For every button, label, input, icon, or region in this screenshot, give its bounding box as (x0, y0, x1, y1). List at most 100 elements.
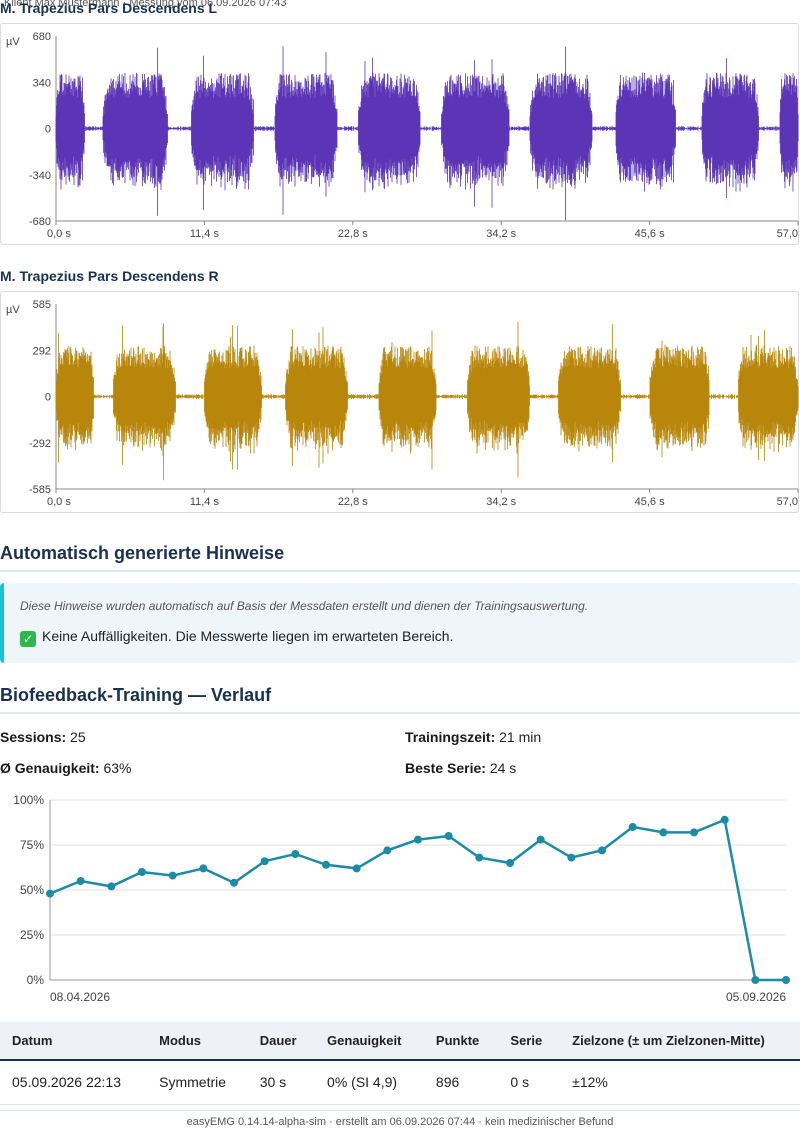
accuracy-line (49, 818, 786, 982)
stat-sessions: Sessions: 25 (0, 729, 86, 745)
col-header-mode: Modus (147, 1022, 248, 1061)
biofeedback-section-title: Biofeedback-Training — Verlauf (0, 685, 800, 714)
data-point (536, 835, 545, 844)
y-tick-label: 585 (33, 299, 51, 311)
x-end-label: 05.09.2026 (726, 990, 786, 1004)
y-unit-label: µV (6, 304, 20, 316)
y-tick-label: 292 (33, 345, 51, 357)
y-tick-label: 50% (20, 883, 44, 897)
emg-chart-title-left: M. Trapezius Pars Descendens L (0, 0, 218, 16)
hints-ok-text: Keine Auffälligkeiten. Die Messwerte lie… (42, 628, 454, 644)
table-row: 05.09.2026 22:13 Symmetrie 30 s 0% (SI 4… (0, 1060, 800, 1105)
data-point (782, 976, 790, 984)
x-start-label: 08.04.2026 (50, 990, 110, 1004)
y-unit-label: µV (6, 36, 20, 48)
emg-signal (55, 46, 799, 221)
data-point (751, 976, 760, 984)
data-point (628, 823, 637, 831)
data-point (260, 857, 269, 866)
cell-series: 0 s (498, 1060, 561, 1105)
x-tick-label: 22,8 s (338, 496, 368, 508)
y-tick-label: -585 (29, 484, 51, 496)
x-tick-label: 45,6 s (635, 228, 665, 240)
stat-best-series-label: Beste Serie: (405, 760, 486, 776)
data-point (107, 882, 116, 891)
data-point (199, 864, 208, 873)
hints-intro: Diese Hinweise wurden automatisch auf Ba… (20, 599, 589, 613)
x-tick-label: 22,8 s (338, 228, 368, 240)
data-point (690, 828, 698, 837)
cell-accuracy: 0% (SI 4,9) (315, 1060, 424, 1105)
y-tick-label: 340 (33, 77, 51, 89)
data-point (444, 832, 453, 840)
x-tick-label: 57,0 (777, 228, 798, 240)
stat-sessions-label: Sessions: (0, 729, 67, 745)
x-tick-label: 34,2 s (486, 496, 516, 508)
report-footer: easyEMG 0.14.14-alpha-sim · erstellt am … (0, 1110, 800, 1128)
data-point (76, 877, 85, 885)
data-point (567, 853, 576, 862)
col-header-date: Datum (0, 1022, 148, 1061)
data-point (414, 835, 422, 844)
data-point (322, 860, 330, 869)
stat-accuracy-label: Ø Genauigkeit: (0, 760, 100, 776)
cell-points: 896 (423, 1060, 499, 1105)
y-tick-label: 25% (20, 928, 44, 942)
emg-signal (55, 321, 799, 481)
x-tick-label: 45,6 s (635, 496, 665, 508)
data-point (230, 878, 238, 887)
col-header-duration: Dauer (247, 1022, 316, 1061)
stat-best-series-value: 24 s (489, 760, 517, 776)
y-tick-label: 0 (45, 124, 51, 136)
emg-chart-right: µV 585 292 0 -292 -585 0,0 s 11,4 s 22,8 s 34,2 s… (0, 291, 799, 513)
data-point (352, 864, 361, 873)
data-point (168, 871, 177, 880)
y-tick-label: 100% (13, 793, 44, 807)
y-tick-label: 75% (20, 838, 44, 852)
data-point (598, 846, 606, 855)
emg-chart-left: µV 680 340 0 -340 -680 0,0 s 11,4 s 22,8 s 34,2 s… (0, 23, 799, 245)
x-tick-label: 0,0 s (47, 228, 71, 240)
hints-section-title: Automatisch generierte Hinweise (0, 543, 800, 572)
report-header: Klient Max Mustermann · Messung vom 06.0… (4, 0, 287, 9)
x-tick-label: 11,4 s (190, 496, 220, 508)
col-header-accuracy: Genauigkeit (315, 1022, 424, 1061)
stat-training-time-value: 21 min (499, 729, 542, 745)
cell-date: 05.09.2026 22:13 (0, 1060, 148, 1105)
y-tick-label: -680 (29, 216, 51, 228)
x-tick-label: 57,0 (777, 496, 798, 508)
x-tick-label: 11,4 s (190, 228, 220, 240)
y-tick-label: -292 (29, 438, 51, 450)
sessions-table: Datum Modus Dauer Genauigkeit Punkte Ser… (0, 1022, 800, 1105)
col-header-points: Punkte (423, 1022, 499, 1061)
x-tick-label: 34,2 s (486, 228, 516, 240)
y-tick-label: 680 (33, 31, 51, 43)
data-point (46, 889, 54, 898)
data-point (720, 815, 729, 824)
accuracy-progress-chart: 100% 75% 50% 25% 0% 08.04.2026 05.09.2026 (13, 793, 790, 1004)
stat-training-time: Trainingszeit: 21 min (405, 729, 541, 745)
table-header-row: Datum Modus Dauer Genauigkeit Punkte Ser… (0, 1022, 800, 1061)
col-header-target-zone: Zielzone (± um Zielzonen-Mitte) (560, 1022, 800, 1061)
cell-duration: 30 s (247, 1060, 316, 1105)
data-point (659, 828, 668, 837)
data-point (475, 853, 484, 862)
check-icon: ✓ (20, 631, 36, 647)
data-point (506, 859, 514, 867)
hints-ok-message: ✓ Keine Auffälligkeiten. Die Messwerte li… (20, 628, 453, 647)
y-tick-label: 0 (45, 392, 51, 404)
stat-accuracy-value: 63% (103, 760, 132, 776)
stat-accuracy: Ø Genauigkeit: 63% (0, 760, 132, 776)
stat-sessions-value: 25 (70, 729, 86, 745)
y-tick-label: -340 (29, 170, 51, 182)
col-header-series: Serie (498, 1022, 561, 1061)
data-point (138, 868, 146, 876)
cell-target-zone: ±12% (560, 1060, 800, 1105)
y-tick-label: 0% (27, 973, 45, 987)
stat-training-time-label: Trainingszeit: (405, 729, 496, 745)
cell-mode: Symmetrie (147, 1060, 248, 1105)
data-point (383, 846, 392, 855)
hints-box: Diese Hinweise wurden automatisch auf Ba… (0, 583, 800, 663)
